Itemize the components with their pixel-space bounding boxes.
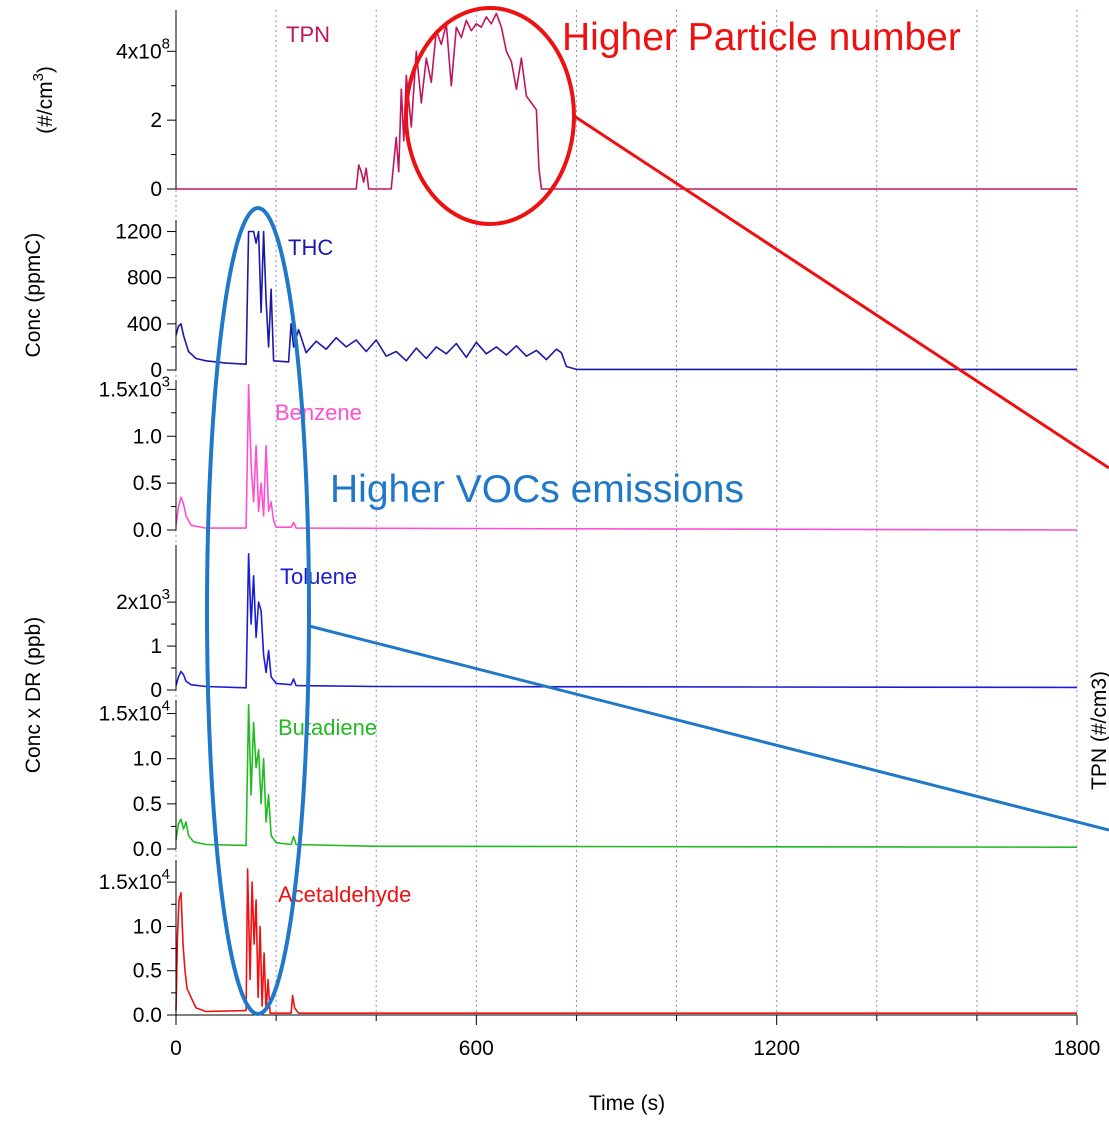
x-tick-label: 600 [459, 1037, 494, 1060]
y-tick-label: 1200 [115, 221, 162, 244]
y-tick-label: 0.0 [133, 519, 162, 542]
series-lines [175, 12, 1078, 1015]
y-tick-label: 1.5x104 [99, 698, 170, 726]
annotation-voc: Higher VOCs emissions [330, 468, 744, 511]
y-tick-label: 1.5x104 [99, 866, 170, 894]
series-label-acetaldehyde: Acetaldehyde [278, 882, 411, 907]
y-tick-label: 0 [150, 178, 162, 201]
y-axis-title-voc: Conc x DR (ppb) [22, 617, 45, 773]
pointer-line-particle [573, 114, 1109, 470]
x-tick-label: 1200 [753, 1037, 800, 1060]
series-line-acetaldehyde [175, 868, 1077, 1015]
y-tick-label: 0.0 [133, 1004, 162, 1027]
y-tick-label: 0.5 [133, 960, 162, 983]
grid-lines [175, 10, 1078, 1015]
x-tick-label: 1800 [1054, 1037, 1101, 1060]
y-axis-title-thc: Conc (ppmC) [22, 233, 45, 358]
y-tick-label: 1.5x103 [99, 373, 170, 401]
y-tick-label: 400 [127, 313, 162, 336]
series-line-toluene [175, 552, 1078, 689]
y-tick-label: 2x103 [116, 586, 170, 614]
series-line-butadiene [175, 703, 1078, 849]
series-label-thc: THC [288, 235, 333, 260]
y-tick-label: 800 [127, 267, 162, 290]
y-tick-label: 0 [150, 679, 162, 702]
y-tick-label: 0.0 [133, 838, 162, 861]
axes: 0 2 4x108 TPN 0 400 800 1200 THC 0.0 0.5 1.0 1.5x103… [22, 10, 1100, 1115]
y-tick-label: 1 [150, 635, 162, 658]
annotation-particle: Higher Particle number [562, 16, 961, 59]
y-tick-label: 0 [150, 359, 162, 382]
series-label-butadiene: Butadiene [278, 715, 377, 740]
y-tick-label: 2 [150, 109, 162, 132]
series-line-tpn [176, 12, 1077, 190]
highlight-ellipse-particle [404, 6, 576, 226]
pointer-line-voc [308, 624, 1109, 832]
x-axis-title: Time (s) [589, 1092, 665, 1115]
series-label-benzene: Benzene [275, 400, 362, 425]
y-axis-title-tpn: (#/cm3) [30, 66, 57, 134]
series-line-thc [175, 230, 1077, 371]
annotations: Higher Particle number Higher VOCs emissi… [205, 6, 1109, 1016]
y-tick-label: 0.5 [133, 472, 162, 495]
highlight-ellipse-voc [205, 206, 311, 1016]
x-tick-label: 0 [170, 1037, 182, 1060]
y-tick-label: 1.0 [133, 915, 162, 938]
y-tick-label: 0.5 [133, 793, 162, 816]
series-label-tpn: TPN [286, 22, 330, 47]
y-tick-label: 1.0 [133, 425, 162, 448]
y-tick-label: 4x108 [116, 35, 170, 63]
y-tick-label: 1.0 [133, 748, 162, 771]
series-label-toluene: Toluene [280, 564, 357, 589]
cutoff-axis-title: TPN (#/cm3) [1088, 671, 1109, 790]
series-line-benzene [175, 383, 1078, 531]
